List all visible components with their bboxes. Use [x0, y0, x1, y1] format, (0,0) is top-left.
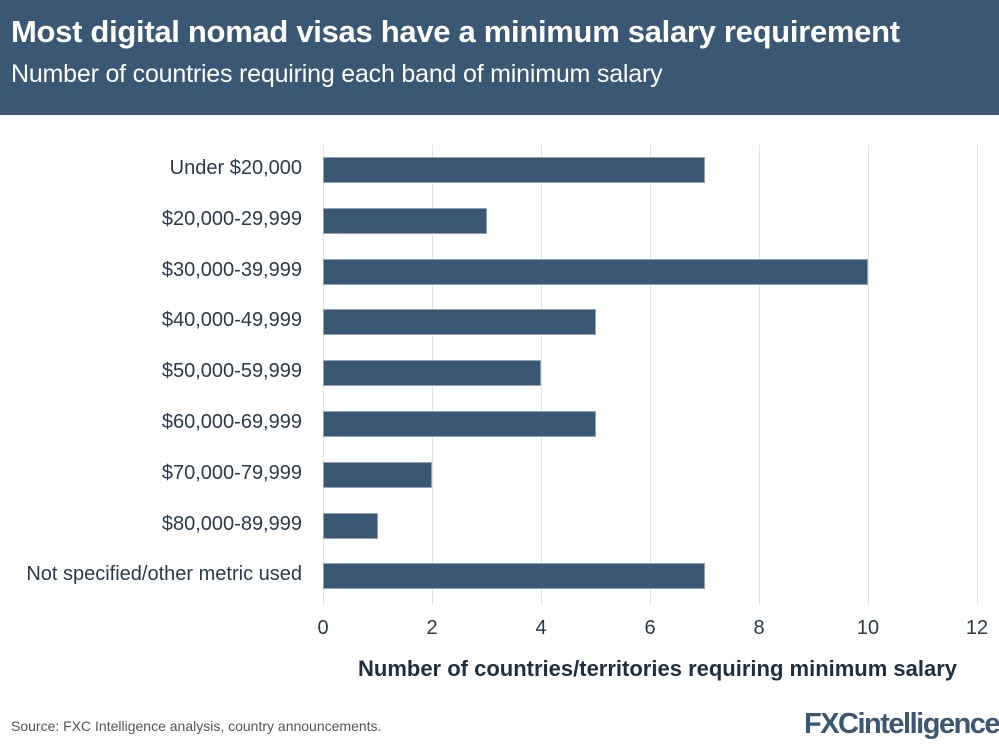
bar: [323, 157, 705, 183]
category-label: $30,000-39,999: [161, 259, 302, 281]
bar: [323, 411, 596, 437]
bar: [323, 309, 596, 335]
bar: [323, 462, 432, 488]
bar: [323, 360, 541, 386]
x-tick-label: 12: [965, 617, 989, 639]
category-label: $20,000-29,999: [161, 208, 302, 230]
x-tick-label: 8: [753, 617, 765, 639]
fxc-logo: FXCintelligence™: [804, 708, 999, 741]
gridline: [759, 145, 760, 605]
x-tick-label: 2: [426, 617, 438, 639]
chart-subtitle: Number of countries requiring each band …: [11, 60, 663, 88]
category-label: $40,000-49,999: [161, 309, 302, 331]
x-tick-label: 6: [644, 617, 656, 639]
bar: [323, 513, 378, 539]
category-label: Not specified/other metric used: [26, 563, 302, 585]
chart-title: Most digital nomad visas have a minimum …: [11, 14, 900, 49]
chart-header: Most digital nomad visas have a minimum …: [0, 0, 999, 115]
logo-text: FXCintelligence: [804, 708, 999, 740]
x-tick-label: 0: [317, 617, 329, 639]
x-axis-label: Number of countries/territories requirin…: [358, 656, 958, 681]
gridline: [650, 145, 651, 605]
gridline: [977, 145, 978, 605]
bar: [323, 563, 705, 589]
x-tick-label: 4: [535, 617, 547, 639]
category-label: $70,000-79,999: [161, 462, 302, 484]
category-label: $60,000-69,999: [161, 411, 302, 433]
bar: [323, 208, 487, 234]
category-label: $50,000-59,999: [161, 360, 302, 382]
category-label: $80,000-89,999: [161, 513, 302, 535]
gridline: [868, 145, 869, 605]
bar: [323, 259, 868, 285]
source-note: Source: FXC Intelligence analysis, count…: [11, 718, 382, 734]
category-label: Under $20,000: [169, 157, 302, 179]
gridline: [541, 145, 542, 605]
x-tick-label: 10: [856, 617, 880, 639]
